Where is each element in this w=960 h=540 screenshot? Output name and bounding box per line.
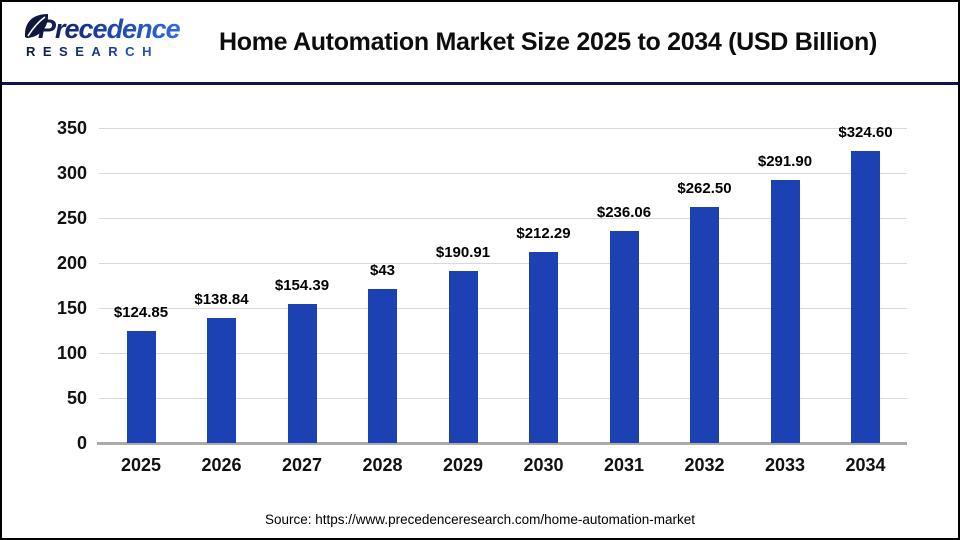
bar-2028 [368, 288, 397, 443]
bar-2026 [207, 318, 236, 443]
y-tick-250: 250 [56, 208, 87, 228]
bar-value-2032: $262.50 [677, 179, 732, 197]
gridline-300 [99, 173, 907, 174]
bar-value-2027: $154.39 [274, 277, 330, 295]
bar-value-2029: $190.91 [435, 244, 491, 262]
bar-2034 [851, 150, 880, 443]
gridline-50 [99, 398, 907, 399]
bar-2027 [287, 304, 317, 443]
x-tick-2027: 2027 [281, 455, 323, 475]
logo-sub-text: RESEARCH [26, 44, 194, 59]
y-tick-150: 150 [56, 298, 87, 318]
bar-value-2025: $124.85 [113, 303, 169, 321]
y-tick-0: 0 [76, 433, 87, 453]
precedence-research-logo: Precedence RESEARCH [24, 14, 194, 59]
x-axis-line [97, 442, 907, 445]
x-tick-2034: 2034 [845, 455, 886, 475]
header: Precedence RESEARCH Home Automation Mark… [2, 2, 958, 82]
bar-value-2028: $43 [369, 261, 396, 279]
x-tick-2028: 2028 [362, 455, 403, 475]
source-note: Source: https://www.precedenceresearch.c… [265, 512, 695, 527]
logo-brand-text: Precedence [38, 14, 181, 44]
bar-2025 [126, 330, 156, 443]
y-tick-350: 350 [56, 118, 87, 138]
page-title: Home Automation Market Size 2025 to 2034… [218, 28, 878, 56]
gridline-200 [99, 263, 907, 264]
x-tick-2025: 2025 [120, 455, 162, 475]
gridline-350 [99, 128, 907, 129]
header-divider [2, 82, 958, 85]
y-tick-300: 300 [56, 163, 87, 183]
gridline-250 [99, 218, 907, 219]
bar-2032 [690, 206, 719, 443]
x-tick-2029: 2029 [442, 455, 484, 475]
bar-2029 [448, 271, 478, 443]
x-tick-2033: 2033 [764, 455, 806, 475]
x-tick-2032: 2032 [684, 455, 725, 475]
bar-value-2026: $138.84 [194, 291, 249, 309]
x-tick-2031: 2031 [603, 455, 645, 475]
bar-value-2033: $291.90 [757, 153, 813, 171]
gridline-150 [99, 308, 907, 309]
y-tick-100: 100 [56, 343, 87, 363]
x-tick-2030: 2030 [523, 455, 564, 475]
bar-value-2034: $324.60 [838, 123, 893, 141]
bar-2031 [609, 230, 639, 443]
bar-value-2030: $212.29 [516, 224, 571, 242]
y-tick-200: 200 [56, 253, 87, 273]
bar-value-2031: $236.06 [596, 203, 652, 221]
leaf-icon [24, 14, 49, 38]
bar-2033 [770, 180, 800, 443]
y-tick-50: 50 [66, 388, 87, 408]
gridline-100 [99, 353, 907, 354]
bar-2030 [529, 251, 558, 443]
x-tick-2026: 2026 [201, 455, 242, 475]
